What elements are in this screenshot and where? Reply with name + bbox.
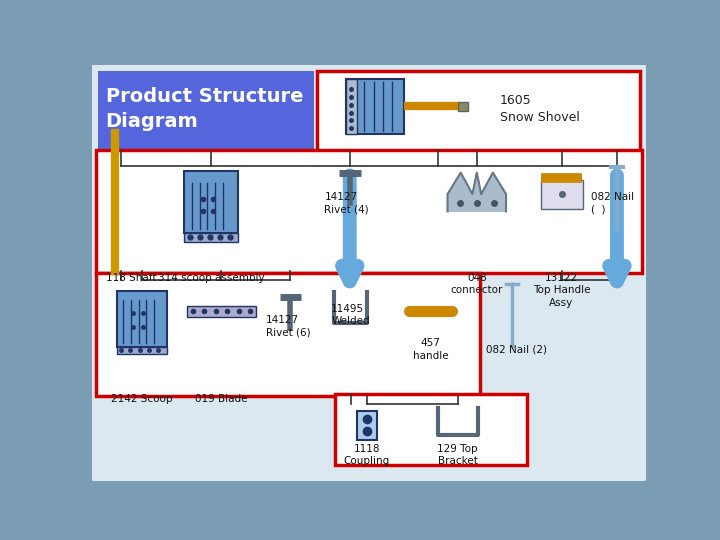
Polygon shape [448,173,506,211]
Bar [117,347,167,354]
FancyBboxPatch shape [89,62,649,484]
Text: 14127
Rivet (4): 14127 Rivet (4) [324,192,369,214]
Text: 118 Shaft: 118 Shaft [106,273,156,283]
Bar [98,71,314,150]
FancyBboxPatch shape [318,71,640,151]
Text: 048
connector: 048 connector [451,273,503,295]
Text: 019 Blade: 019 Blade [195,394,248,404]
Bar [356,410,377,440]
Bar [541,179,583,209]
FancyBboxPatch shape [96,273,480,396]
Text: 14127
Rivet (6): 14127 Rivet (6) [266,315,310,338]
FancyBboxPatch shape [335,394,527,465]
Text: 457
handle: 457 handle [413,338,449,361]
FancyBboxPatch shape [346,79,356,134]
Text: 082 Nail (2): 082 Nail (2) [486,345,547,355]
Bar [184,233,238,242]
Bar [457,102,468,111]
Text: 082 Nail
(  ): 082 Nail ( ) [590,192,634,214]
Text: 129 Top
Bracket: 129 Top Bracket [437,444,478,466]
Text: 1118
Coupling: 1118 Coupling [343,444,390,466]
Bar [184,171,238,233]
Text: 2142 Scoop: 2142 Scoop [111,394,173,404]
Text: 314 scoop assembly: 314 scoop assembly [158,273,264,283]
Text: 13122
Top Handle
Assy: 13122 Top Handle Assy [533,273,590,307]
Text: 11495
Welded: 11495 Welded [331,304,370,326]
FancyBboxPatch shape [96,150,642,273]
Bar [117,291,167,347]
Text: 1605
Snow Shovel: 1605 Snow Shovel [500,94,580,124]
Bar [346,79,404,134]
Text: Product Structure
Diagram: Product Structure Diagram [106,87,303,131]
Bar [186,306,256,316]
